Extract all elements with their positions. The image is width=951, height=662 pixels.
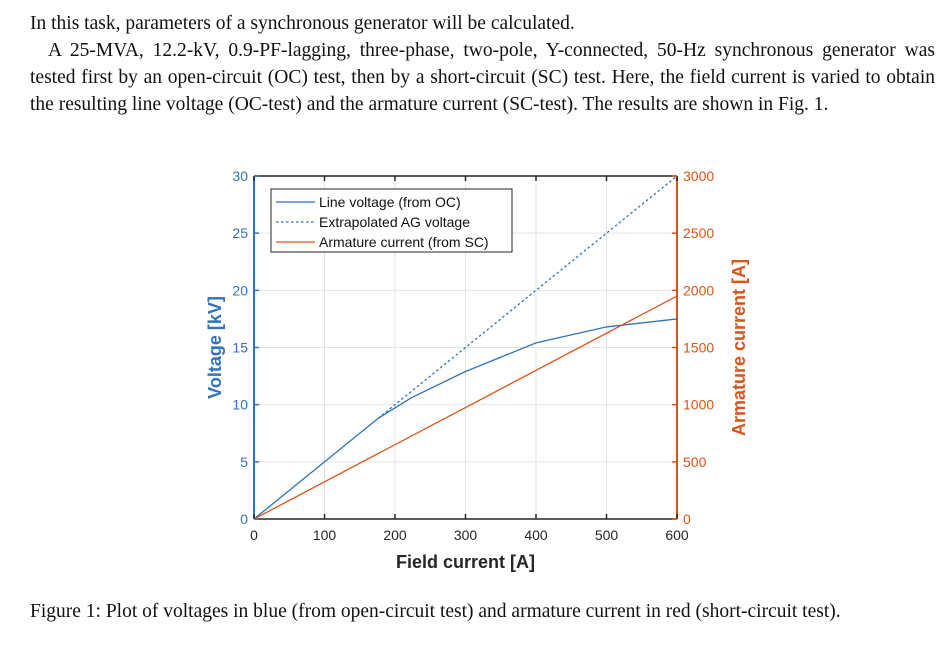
x-tick-label: 400	[524, 527, 548, 543]
y-tick-label: 20	[232, 282, 248, 298]
x-tick-label: 300	[454, 527, 478, 543]
problem-paragraph: A 25-MVA, 12.2-kV, 0.9-PF-lagging, three…	[30, 40, 935, 115]
series-line-1	[377, 175, 678, 419]
x-tick-label: 200	[383, 527, 407, 543]
x-tick-label: 600	[665, 527, 689, 543]
y-right-tick-label: 1500	[683, 340, 714, 356]
series-line-2	[253, 295, 678, 520]
y-right-tick-label: 1000	[683, 397, 714, 413]
x-axis-label: Field current [A]	[396, 552, 535, 572]
y-right-tick-label: 500	[683, 454, 707, 470]
y-axis-label: Voltage [kV]	[205, 296, 225, 399]
y-tick-label: 30	[232, 168, 248, 184]
y-tick-label: 25	[232, 225, 248, 241]
y-right-tick-label: 0	[683, 511, 691, 527]
y-right-tick-label: 2500	[683, 225, 714, 241]
y-tick-label: 0	[240, 511, 248, 527]
x-tick-label: 500	[595, 527, 619, 543]
y-right-tick-label: 3000	[683, 168, 714, 184]
y-tick-label: 5	[240, 454, 248, 470]
series-line-0	[253, 318, 678, 520]
legend-label: Line voltage (from OC)	[319, 194, 461, 210]
y-tick-label: 15	[232, 340, 248, 356]
x-tick-label: 0	[250, 527, 258, 543]
x-tick-label: 100	[313, 527, 337, 543]
intro-text: In this task, parameters of a synchronou…	[30, 13, 575, 34]
y-right-tick-label: 2000	[683, 282, 714, 298]
legend-label: Extrapolated AG voltage	[319, 214, 470, 230]
legend-label: Armature current (from SC)	[319, 234, 489, 250]
y-tick-label: 10	[232, 397, 248, 413]
y-right-axis-label: Armature current [A]	[729, 259, 749, 436]
figure-caption: Figure 1: Plot of voltages in blue (from…	[30, 601, 841, 622]
